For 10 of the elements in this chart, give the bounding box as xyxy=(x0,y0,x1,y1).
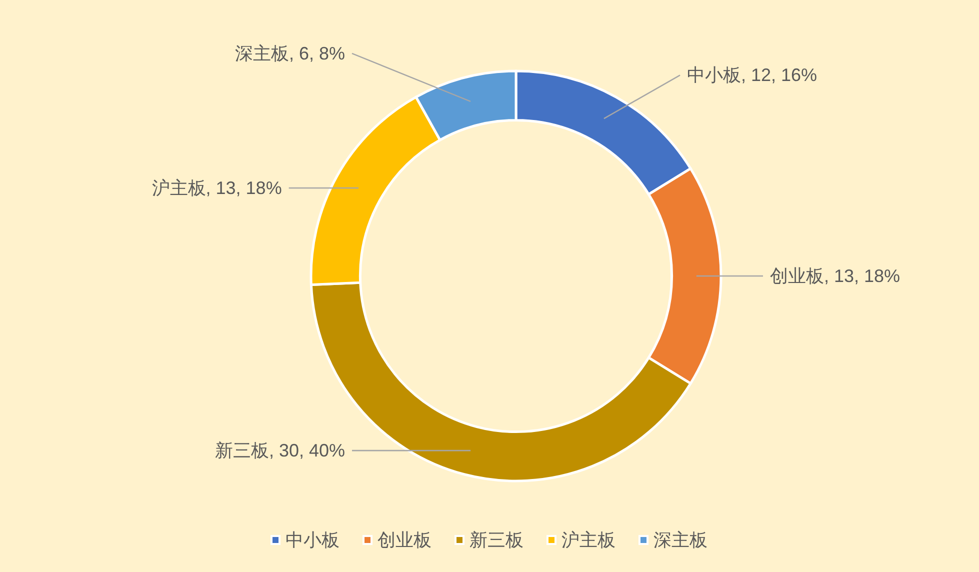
data-label: 沪主板, 13, 18% xyxy=(152,178,282,198)
legend-label: 新三板 xyxy=(470,530,524,550)
data-label: 深主板, 6, 8% xyxy=(234,43,345,64)
legend-label: 中小板 xyxy=(286,530,340,550)
legend-label: 沪主板 xyxy=(562,530,616,550)
legend-label: 创业板 xyxy=(378,530,432,550)
data-label: 新三板, 30, 40% xyxy=(214,440,345,461)
data-label: 创业板, 13, 18% xyxy=(770,266,900,286)
data-label: 中小板, 12, 16% xyxy=(687,65,818,86)
legend-label: 深主板 xyxy=(654,530,708,550)
